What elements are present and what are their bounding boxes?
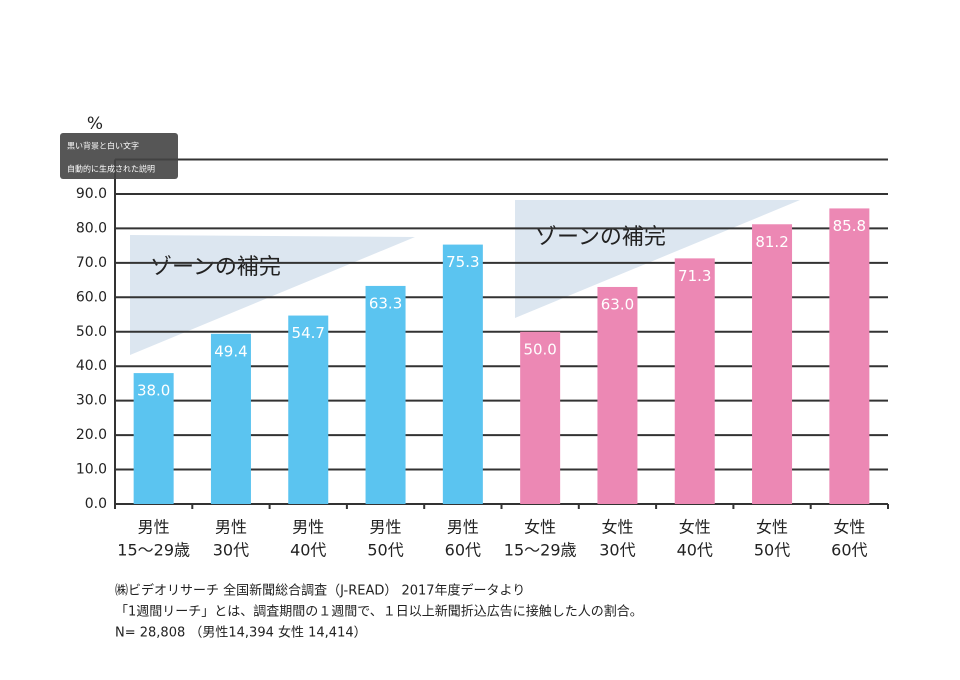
y-tick-label: 20.0 bbox=[76, 427, 107, 443]
bar bbox=[520, 331, 561, 504]
x-tick-label: 女性 bbox=[601, 518, 633, 537]
x-tick-label: 男性 bbox=[215, 518, 247, 537]
y-tick-label: 60.0 bbox=[76, 289, 107, 305]
overlay-box bbox=[60, 133, 178, 179]
x-tick-label: 50代 bbox=[367, 541, 403, 560]
y-tick-label: 80.0 bbox=[76, 220, 107, 236]
x-tick-label: 女性 bbox=[756, 518, 788, 537]
y-tick-label: 30.0 bbox=[76, 393, 107, 409]
note: ㈱ビデオリサーチ 全国新聞総合調査（J-READ） 2017年度データより bbox=[115, 583, 525, 599]
x-tick-label: 40代 bbox=[677, 541, 713, 560]
value-label: 81.2 bbox=[755, 233, 788, 251]
y-axis-label: % bbox=[87, 114, 103, 134]
y-tick-label: 50.0 bbox=[76, 324, 107, 340]
x-tick-label: 女性 bbox=[524, 518, 556, 537]
x-tick-label: 15〜29歳 bbox=[117, 541, 190, 560]
x-tick-label: 60代 bbox=[831, 541, 867, 560]
y-tick-label: 0.0 bbox=[85, 496, 107, 512]
value-label: 54.7 bbox=[292, 324, 325, 342]
x-tick-label: 女性 bbox=[679, 518, 711, 537]
bar bbox=[288, 315, 329, 504]
x-tick-label: 男性 bbox=[138, 518, 170, 537]
plot: 0.0 10.0 20.0 30.0 40.0 50.0 60.0 70.0 80.0 90.0 3… bbox=[76, 158, 889, 560]
x-tick-label: 30代 bbox=[599, 541, 635, 560]
value-label: 75.3 bbox=[446, 253, 479, 271]
overlay-text: 黒い背景と白い文字 bbox=[67, 141, 139, 151]
value-label: 85.8 bbox=[833, 217, 866, 235]
value-label: 38.0 bbox=[137, 382, 170, 400]
bar bbox=[829, 208, 870, 504]
value-label: 63.3 bbox=[369, 294, 402, 312]
value-label: 49.4 bbox=[214, 342, 247, 360]
y-tick-label: 70.0 bbox=[76, 255, 107, 271]
y-tick-label: 40.0 bbox=[76, 358, 107, 374]
x-tick-label: 30代 bbox=[213, 541, 249, 560]
x-tick-label: 女性 bbox=[833, 518, 865, 537]
x-tick-label: 15〜29歳 bbox=[504, 541, 577, 560]
value-label: 50.0 bbox=[523, 340, 556, 358]
note: N= 28,808 （男性14,394 女性 14,414） bbox=[115, 625, 367, 641]
x-tick-label: 50代 bbox=[754, 541, 790, 560]
bar bbox=[210, 333, 251, 504]
bar bbox=[365, 285, 406, 504]
zone-triangle bbox=[130, 235, 415, 355]
bar bbox=[752, 224, 793, 505]
bar bbox=[133, 373, 174, 504]
x-tick-label: 60代 bbox=[445, 541, 481, 560]
bar bbox=[674, 258, 715, 504]
x-tick-label: 男性 bbox=[370, 518, 402, 537]
x-tick-label: 40代 bbox=[290, 541, 326, 560]
x-tick-label: 男性 bbox=[447, 518, 479, 537]
y-tick-label: 90.0 bbox=[76, 186, 107, 202]
value-label: 71.3 bbox=[678, 267, 711, 285]
value-label: 63.0 bbox=[601, 295, 634, 313]
overlay-text: 自動的に生成された説明 bbox=[67, 164, 155, 174]
bar bbox=[597, 286, 638, 504]
note: 「1週間リーチ」とは、調査期間の１週間で、１日以上新聞折込広告に接触した人の割合… bbox=[115, 604, 643, 620]
x-tick-label: 男性 bbox=[292, 518, 324, 537]
zone-triangle bbox=[515, 200, 800, 318]
y-tick-label: 10.0 bbox=[76, 462, 107, 478]
bar bbox=[442, 244, 483, 505]
annotation: ゾーンの補完 bbox=[150, 255, 281, 280]
